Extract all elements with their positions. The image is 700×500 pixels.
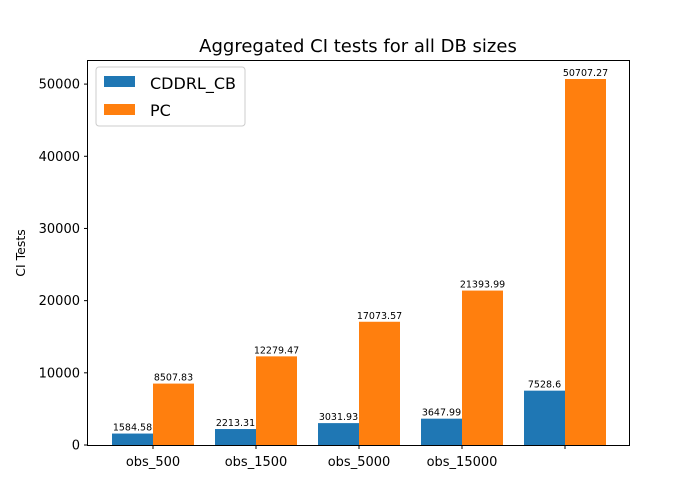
y-tick-label-10000: 10000 bbox=[39, 366, 80, 381]
data-label-pc-0: 8507.83 bbox=[154, 373, 193, 384]
bar-pc-3 bbox=[462, 290, 503, 445]
bar-cddrl-cb-4 bbox=[524, 390, 565, 445]
bar-cddrl-cb-3 bbox=[421, 418, 462, 445]
legend-label-pc: PC bbox=[150, 101, 171, 120]
data-label-cddrl-cb-4: 7528.6 bbox=[528, 380, 561, 391]
x-tick-label-obs-15000: obs_15000 bbox=[427, 455, 498, 470]
data-label-pc-4: 50707.27 bbox=[563, 68, 608, 79]
chart-title: Aggregated CI tests for all DB sizes bbox=[199, 36, 517, 57]
bar-pc-0 bbox=[153, 383, 194, 445]
x-tick-label-obs-500: obs_500 bbox=[126, 455, 180, 470]
legend-swatch-pc bbox=[104, 104, 135, 115]
bars-layer bbox=[112, 78, 606, 445]
y-tick-label-50000: 50000 bbox=[39, 78, 80, 93]
bar-pc-1 bbox=[256, 356, 297, 445]
legend-swatch-cddrl-cb bbox=[104, 76, 135, 87]
y-axis-label: CI Tests bbox=[13, 229, 28, 277]
legend-label-cddrl-cb: CDDRL_CB bbox=[150, 74, 236, 94]
data-label-pc-2: 17073.57 bbox=[357, 311, 402, 322]
data-label-cddrl-cb-0: 1584.58 bbox=[113, 423, 152, 434]
bar-pc-2 bbox=[359, 321, 400, 445]
x-tick-label-obs-5000: obs_5000 bbox=[328, 455, 391, 470]
x-tick-label-obs-1500: obs_1500 bbox=[225, 455, 288, 470]
ticks-layer: obs_500 obs_1500 obs_5000 obs_15000 0 10000 20… bbox=[39, 78, 566, 470]
data-label-pc-3: 21393.99 bbox=[460, 280, 505, 291]
y-tick-label-20000: 20000 bbox=[39, 294, 80, 309]
bar-cddrl-cb-2 bbox=[318, 423, 359, 445]
data-labels-layer: 1584.58 2213.31 3031.93 3647.99 7528.6 8507.8… bbox=[113, 68, 608, 434]
data-label-pc-1: 12279.47 bbox=[254, 345, 299, 356]
legend: CDDRL_CB PC bbox=[95, 66, 246, 127]
bar-cddrl-cb-1 bbox=[215, 429, 256, 445]
data-label-cddrl-cb-1: 2213.31 bbox=[216, 418, 255, 429]
data-label-cddrl-cb-2: 3031.93 bbox=[319, 412, 358, 423]
data-label-cddrl-cb-3: 3647.99 bbox=[422, 408, 461, 419]
y-tick-label-40000: 40000 bbox=[39, 150, 80, 165]
plot-frame bbox=[87, 60, 630, 446]
bar-pc-4 bbox=[565, 78, 606, 445]
y-tick-label-0: 0 bbox=[72, 439, 80, 454]
y-tick-label-30000: 30000 bbox=[39, 222, 80, 237]
bar-cddrl-cb-0 bbox=[112, 433, 153, 445]
